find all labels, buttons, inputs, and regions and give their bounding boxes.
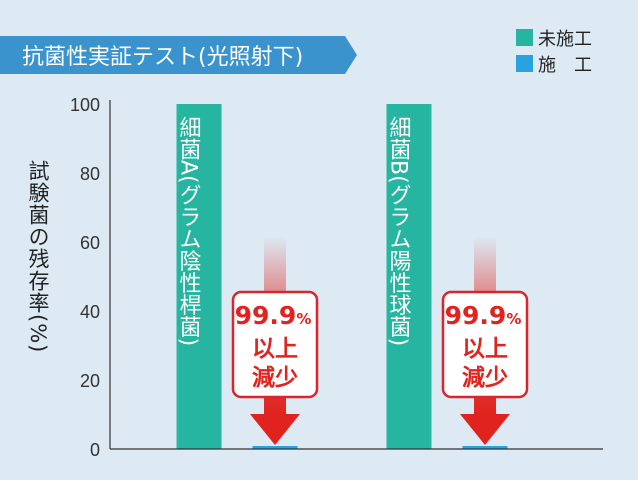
reduction-box bbox=[231, 290, 319, 399]
reduction-unit: % bbox=[296, 310, 311, 328]
bar-treated bbox=[252, 446, 298, 449]
y-tick-label: 20 bbox=[80, 371, 100, 391]
legend-swatch-untreated bbox=[516, 29, 533, 46]
title-banner: 抗菌性実証テスト(光照射下) bbox=[0, 36, 357, 74]
reduction-unit: % bbox=[506, 310, 521, 328]
y-tick-label: 60 bbox=[80, 233, 100, 253]
y-tick-label: 80 bbox=[80, 164, 100, 184]
reduction-arrow-head bbox=[460, 414, 510, 445]
y-axis-label: 試験菌の残存率(%) bbox=[26, 160, 50, 353]
title-banner-shape bbox=[0, 36, 357, 74]
y-tick-label: 0 bbox=[90, 440, 100, 460]
reduction-line3: 減少 bbox=[462, 365, 508, 391]
legend-label-treated: 施 工 bbox=[538, 55, 592, 76]
legend-item-untreated: 未施工 bbox=[516, 29, 592, 50]
reduction-arrow-head bbox=[250, 414, 300, 445]
bar-untreated bbox=[386, 104, 432, 449]
bar-treated bbox=[462, 446, 508, 449]
bar-untreated bbox=[176, 104, 222, 449]
reduction-line2: 以上 bbox=[252, 336, 298, 362]
legend: 未施工 施 工 bbox=[516, 29, 592, 76]
y-ticks: 0 20 40 60 80 100 bbox=[70, 95, 100, 460]
reduction-box bbox=[441, 290, 529, 399]
legend-label-untreated: 未施工 bbox=[538, 29, 592, 50]
y-tick-label: 40 bbox=[80, 302, 100, 322]
reduction-line2: 以上 bbox=[462, 336, 508, 362]
y-tick-label: 100 bbox=[70, 95, 100, 115]
bars: 細菌A(グラム陰性桿菌) 細菌B(グラム陽性球菌) bbox=[176, 104, 508, 449]
reduction-line3: 減少 bbox=[252, 365, 298, 391]
category-label: 細菌A(グラム陰性桿菌) bbox=[176, 116, 202, 346]
category-label: 細菌B(グラム陽性球菌) bbox=[386, 116, 412, 346]
legend-swatch-treated bbox=[516, 55, 533, 72]
legend-item-treated: 施 工 bbox=[516, 55, 592, 76]
chart-title: 抗菌性実証テスト(光照射下) bbox=[22, 45, 303, 70]
